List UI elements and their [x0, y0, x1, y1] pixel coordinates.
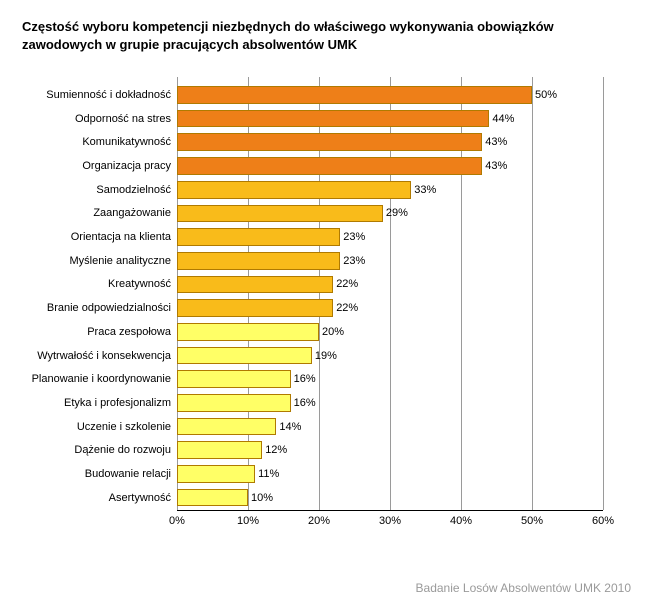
bar-label: Branie odpowiedzialności	[47, 302, 177, 314]
bar-value: 23%	[339, 231, 365, 243]
x-tick-label: 40%	[450, 515, 472, 527]
bar: 43%	[177, 157, 482, 175]
bar: 12%	[177, 441, 262, 459]
bar-label: Myślenie analityczne	[70, 255, 178, 267]
bar-value: 22%	[332, 278, 358, 290]
bar: 23%	[177, 228, 340, 246]
plot-area: Sumienność i dokładność50%Odporność na s…	[177, 77, 603, 532]
bar-value: 14%	[275, 421, 301, 433]
x-axis: 0%10%20%30%40%50%60%	[177, 510, 603, 532]
bar: 22%	[177, 299, 333, 317]
bar-value: 43%	[481, 136, 507, 148]
bar-value: 33%	[410, 184, 436, 196]
bar: 14%	[177, 418, 276, 436]
bar-row: Komunikatywność43%	[177, 130, 603, 154]
bar-row: Kreatywność22%	[177, 273, 603, 297]
bar-label: Zaangażowanie	[93, 207, 177, 219]
bar-row: Dążenie do rozwoju12%	[177, 438, 603, 462]
bar: 44%	[177, 110, 489, 128]
bar: 33%	[177, 181, 411, 199]
bar-value: 20%	[318, 326, 344, 338]
x-tick-label: 60%	[592, 515, 614, 527]
bar: 16%	[177, 370, 291, 388]
bar: 19%	[177, 347, 312, 365]
chart-title: Częstość wyboru kompetencji niezbędnych …	[22, 18, 631, 53]
bar-label: Orientacja na klienta	[71, 231, 177, 243]
bars: Sumienność i dokładność50%Odporność na s…	[177, 83, 603, 510]
bar-row: Sumienność i dokładność50%	[177, 83, 603, 107]
bar-row: Branie odpowiedzialności22%	[177, 296, 603, 320]
bar: 29%	[177, 205, 383, 223]
gridline	[603, 77, 604, 510]
x-tick-label: 30%	[379, 515, 401, 527]
bar-label: Dążenie do rozwoju	[74, 444, 177, 456]
x-tick-label: 10%	[237, 515, 259, 527]
bar-value: 19%	[311, 350, 337, 362]
bar-label: Odporność na stres	[75, 113, 177, 125]
bar: 16%	[177, 394, 291, 412]
bar: 11%	[177, 465, 255, 483]
bar-row: Samodzielność33%	[177, 178, 603, 202]
bar: 20%	[177, 323, 319, 341]
bar-label: Wytrwałość i konsekwencja	[37, 350, 177, 362]
bar: 50%	[177, 86, 532, 104]
x-tick-label: 20%	[308, 515, 330, 527]
bar-value: 50%	[531, 89, 557, 101]
bar-label: Uczenie i szkolenie	[77, 421, 177, 433]
bar-label: Etyka i profesjonalizm	[64, 397, 177, 409]
bar-label: Budowanie relacji	[85, 468, 177, 480]
bar: 43%	[177, 133, 482, 151]
bar: 23%	[177, 252, 340, 270]
bar-value: 16%	[290, 397, 316, 409]
footer-text: Badanie Losów Absolwentów UMK 2010	[416, 581, 631, 595]
bar-row: Asertywność10%	[177, 486, 603, 510]
bar-label: Komunikatywność	[82, 136, 177, 148]
bar-row: Praca zespołowa20%	[177, 320, 603, 344]
bar-row: Budowanie relacji11%	[177, 462, 603, 486]
bar-label: Kreatywność	[108, 278, 177, 290]
bar-label: Organizacja pracy	[82, 160, 177, 172]
bar-label: Sumienność i dokładność	[46, 89, 177, 101]
bar-row: Organizacja pracy43%	[177, 154, 603, 178]
bar-label: Asertywność	[109, 492, 177, 504]
bar-value: 44%	[488, 113, 514, 125]
bar-row: Zaangażowanie29%	[177, 202, 603, 226]
chart-container: Częstość wyboru kompetencji niezbędnych …	[0, 0, 653, 603]
bar-value: 22%	[332, 302, 358, 314]
x-tick-label: 50%	[521, 515, 543, 527]
bar-row: Orientacja na klienta23%	[177, 225, 603, 249]
bar-row: Odporność na stres44%	[177, 107, 603, 131]
bar-value: 10%	[247, 492, 273, 504]
bar-value: 29%	[382, 207, 408, 219]
bar-row: Myślenie analityczne23%	[177, 249, 603, 273]
bar-row: Wytrwałość i konsekwencja19%	[177, 344, 603, 368]
bar-label: Samodzielność	[96, 184, 177, 196]
bar: 10%	[177, 489, 248, 507]
bar-value: 43%	[481, 160, 507, 172]
bar-value: 11%	[254, 468, 279, 480]
bar-label: Praca zespołowa	[87, 326, 177, 338]
bar-row: Etyka i profesjonalizm16%	[177, 391, 603, 415]
bar-label: Planowanie i koordynowanie	[32, 373, 177, 385]
bar: 22%	[177, 276, 333, 294]
x-tick-label: 0%	[169, 515, 185, 527]
bar-value: 12%	[261, 444, 287, 456]
bar-row: Uczenie i szkolenie14%	[177, 415, 603, 439]
bar-value: 23%	[339, 255, 365, 267]
bar-value: 16%	[290, 373, 316, 385]
bar-row: Planowanie i koordynowanie16%	[177, 367, 603, 391]
